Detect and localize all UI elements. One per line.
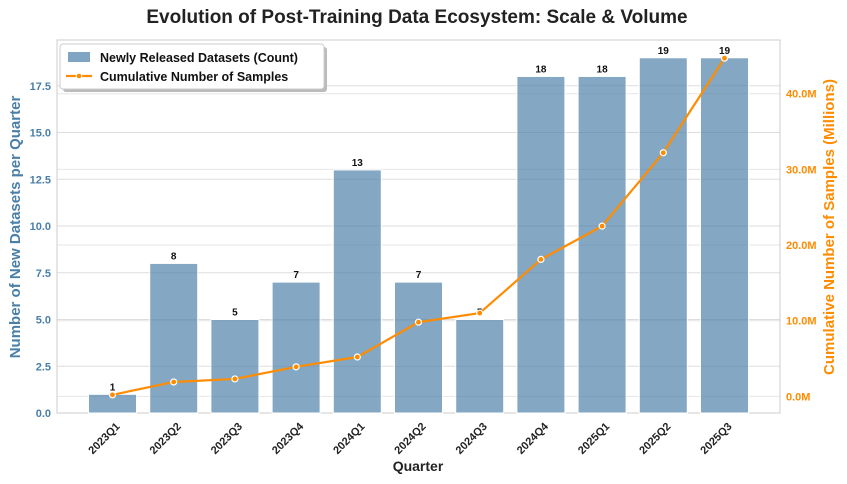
line-point-2024Q1 [353,353,361,361]
bar-series [88,57,749,414]
x-tick-2023Q3: 2023Q3 [209,421,245,457]
left-tick-7: 17.5 [30,81,51,93]
bar-2023Q3 [210,319,260,414]
left-tick-6: 15.0 [30,128,51,140]
bar-label-2025Q1: 18 [597,64,609,75]
x-tick-2025Q1: 2025Q1 [576,421,612,457]
left-tick-5: 12.5 [30,174,51,186]
bar-label-2025Q3: 19 [719,46,731,57]
bar-label-2023Q4: 7 [293,270,299,281]
bar-2024Q4 [516,75,566,414]
left-tick-4: 10.0 [30,221,51,233]
x-tick-2023Q2: 2023Q2 [148,421,184,457]
x-tick-2025Q2: 2025Q2 [637,421,673,457]
left-axis-ticks: 0.0 2.5 5.0 7.5 10.0 12.5 15.0 17.5 [30,81,51,420]
bar-2025Q1 [577,75,627,414]
bar-label-2024Q1: 13 [352,158,364,169]
right-tick-1: 10.0M [786,316,817,328]
bar-2023Q2 [149,262,199,414]
legend-bar-swatch [68,52,90,62]
line-point-2024Q2 [414,318,423,326]
x-tick-2023Q4: 2023Q4 [270,420,307,457]
bar-2023Q4 [271,281,321,414]
right-tick-0: 0.0M [786,391,810,403]
legend-label-bars: Newly Released Datasets (Count) [100,51,298,65]
left-tick-1: 2.5 [36,361,51,373]
y-axis-label-left: Number of New Datasets per Quarter [7,96,24,359]
left-tick-0: 0.0 [36,408,51,420]
x-axis-ticks: 2023Q1 2023Q2 2023Q3 2023Q4 2024Q1 2024Q2 2024… [86,420,734,457]
right-tick-4: 40.0M [786,89,817,101]
line-point-2025Q1 [598,222,606,230]
line-point-2024Q3 [476,309,484,317]
bar-2025Q3 [700,57,749,414]
line-point-2023Q2 [170,378,178,386]
x-tick-2024Q2: 2024Q2 [392,421,428,457]
line-series [108,54,729,399]
bar-label-2023Q3: 5 [232,308,238,319]
y-axis-label-right: Cumulative Number of Samples (Millions) [821,79,838,375]
bar-2025Q2 [638,57,688,414]
x-tick-2024Q1: 2024Q1 [331,421,367,457]
legend-line-marker [75,72,83,80]
line-point-2025Q3 [720,54,729,62]
legend-box [59,43,325,90]
line-point-2025Q2 [659,149,667,157]
x-tick-2023Q1: 2023Q1 [86,421,122,457]
bar-label-2025Q2: 19 [658,46,670,57]
line-point-2023Q4 [292,363,300,371]
right-tick-3: 30.0M [786,164,817,176]
legend: Newly Released Datasets (Count) Cumulati… [59,43,327,92]
right-tick-2: 20.0M [786,240,817,252]
bar-2024Q3 [455,319,505,414]
left-tick-3: 7.5 [36,268,51,280]
x-tick-2024Q3: 2024Q3 [454,421,490,457]
x-axis-label: Quarter [393,458,444,474]
bar-label-2024Q2: 7 [416,270,422,281]
x-tick-2024Q4: 2024Q4 [515,420,552,457]
bar-label-2024Q4: 18 [535,64,547,75]
line-point-2023Q3 [231,375,239,383]
bar-label-2023Q1: 1 [110,382,116,393]
bar-2024Q2 [394,281,443,414]
legend-label-line: Cumulative Number of Samples [100,70,288,84]
bar-2024Q1 [332,169,382,414]
line-point-2023Q1 [108,391,117,399]
x-tick-2025Q3: 2025Q3 [698,421,734,457]
line-point-2024Q4 [537,255,545,264]
right-axis-ticks: 0.0M 10.0M 20.0M 30.0M 40.0M [786,89,817,404]
chart-title: Evolution of Post-Training Data Ecosyste… [146,7,687,28]
bar-label-2023Q2: 8 [171,251,177,262]
left-tick-2: 5.0 [36,315,51,327]
